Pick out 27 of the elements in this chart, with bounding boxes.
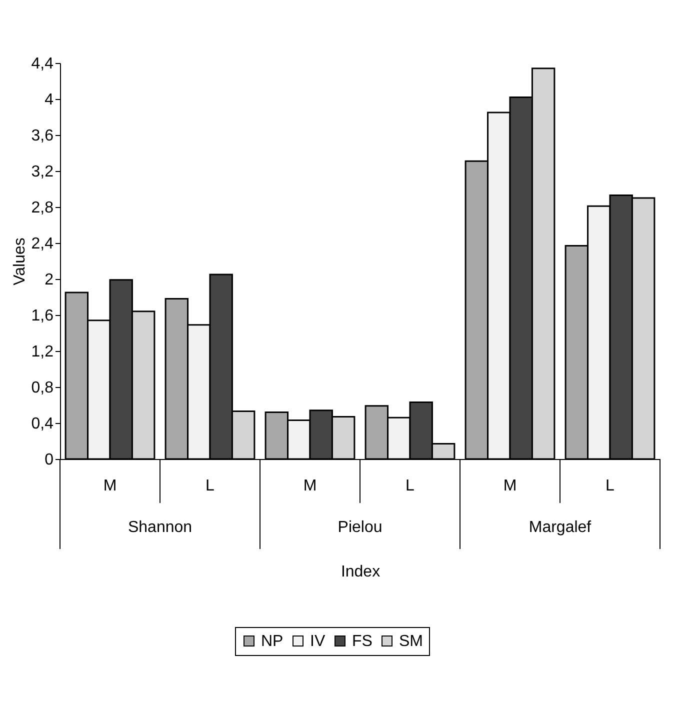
y-axis-title: Values xyxy=(11,238,28,286)
x-tick-label: M xyxy=(503,478,517,494)
x-tick-label: M xyxy=(303,478,317,494)
y-tick-label: 0,4 xyxy=(31,416,54,432)
legend-label: FS xyxy=(352,633,372,650)
text: Pielou xyxy=(338,519,382,536)
legend-label: NP xyxy=(261,633,284,650)
x-tick-label: L xyxy=(206,478,215,494)
y-tick-label: 1,2 xyxy=(31,344,54,360)
y-tick-label: 1,6 xyxy=(31,308,54,324)
y-tick-label: 3,6 xyxy=(31,128,54,144)
x-tick-label: L xyxy=(406,478,415,494)
y-tick-label: 4,4 xyxy=(31,56,54,72)
y-tick-label: 4 xyxy=(44,92,54,108)
x-tick-label: L xyxy=(606,478,615,494)
x-axis-title: Index xyxy=(340,564,380,580)
y-tick-label: 2,4 xyxy=(31,236,54,252)
legend-label: IV xyxy=(310,633,326,650)
text: Shannon xyxy=(128,519,192,536)
text: Margalef xyxy=(528,519,592,536)
y-tick-label: 3,2 xyxy=(31,164,54,180)
legend-label: SM xyxy=(399,633,423,650)
y-tick-label: 0 xyxy=(44,452,54,468)
x-tick-label: M xyxy=(103,478,117,494)
y-tick-label: 2 xyxy=(44,272,54,288)
y-tick-label: 2,8 xyxy=(31,200,54,216)
y-tick-label: 0,8 xyxy=(31,380,54,396)
